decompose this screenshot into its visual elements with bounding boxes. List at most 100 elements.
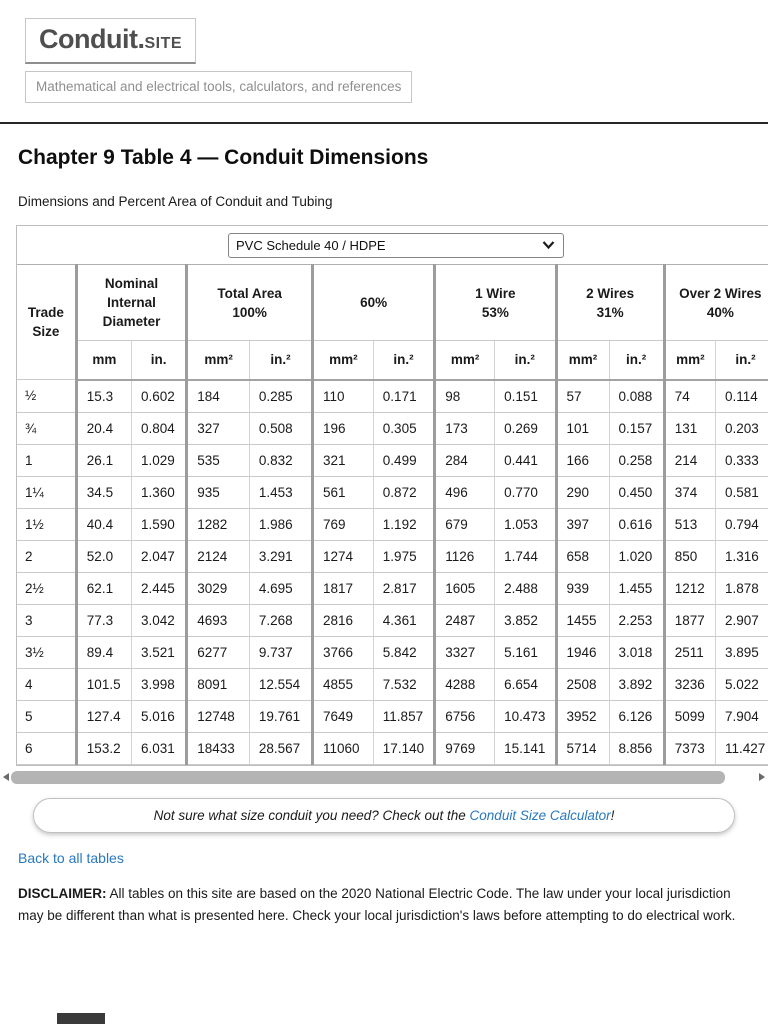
table-row: ¾ 20.4 0.804 327 0.508 196 0.305 173 0.269 101 0.1… bbox=[17, 412, 768, 445]
value-cell: 3766 bbox=[311, 636, 374, 669]
value-cell: 89.4 bbox=[74, 636, 132, 669]
value-cell: 679 bbox=[433, 508, 495, 541]
value-cell: 1.360 bbox=[131, 476, 187, 509]
conduit-size-calculator-link[interactable]: Conduit Size Calculator bbox=[469, 807, 611, 823]
col-unit-header: in.² bbox=[608, 340, 665, 381]
value-cell: 166 bbox=[554, 444, 609, 477]
trade-size-cell: ½ bbox=[17, 379, 77, 413]
site-logo[interactable]: Conduit.SITE bbox=[25, 18, 197, 64]
table-body: ½ 15.3 0.602 184 0.285 110 0.171 98 0.151 57 0.088… bbox=[17, 379, 768, 765]
value-cell: 1126 bbox=[433, 540, 495, 573]
horizontal-scrollbar[interactable] bbox=[0, 770, 768, 785]
value-cell: 10.473 bbox=[494, 700, 557, 733]
value-cell: 12.554 bbox=[248, 668, 313, 701]
col-unit-header: mm² bbox=[662, 340, 716, 381]
value-cell: 0.508 bbox=[248, 412, 313, 445]
value-cell: 0.581 bbox=[715, 476, 768, 509]
scroll-left-arrow-icon[interactable] bbox=[3, 772, 9, 781]
value-cell: 26.1 bbox=[74, 444, 132, 477]
trade-size-cell: 3½ bbox=[17, 636, 77, 669]
value-cell: 4.695 bbox=[248, 572, 313, 605]
value-cell: 6277 bbox=[185, 636, 250, 669]
trade-size-cell: 1¼ bbox=[17, 476, 77, 509]
table-row: 4 101.5 3.998 8091 12.554 4855 7.532 4288 6.654 2… bbox=[17, 668, 768, 701]
table-row: 5 127.4 5.016 12748 19.761 7649 11.857 6756 10.4… bbox=[17, 700, 768, 733]
value-cell: 7.904 bbox=[715, 700, 768, 733]
trade-size-cell: 2½ bbox=[17, 572, 77, 605]
value-cell: 1.975 bbox=[372, 540, 435, 573]
table-row: 1¼ 34.5 1.360 935 1.453 561 0.872 496 0.770 290 0.… bbox=[17, 476, 768, 509]
tagline-box: Mathematical and electrical tools, calcu… bbox=[25, 71, 413, 103]
value-cell: 1.986 bbox=[248, 508, 313, 541]
value-cell: 0.333 bbox=[715, 444, 768, 477]
value-cell: 3.018 bbox=[608, 636, 665, 669]
value-cell: 3.291 bbox=[248, 540, 313, 573]
col-unit-header: in.² bbox=[715, 340, 768, 381]
back-to-tables-link[interactable]: Back to all tables bbox=[18, 849, 124, 866]
value-cell: 127.4 bbox=[74, 700, 132, 733]
value-cell: 561 bbox=[311, 476, 374, 509]
value-cell: 18433 bbox=[185, 732, 250, 765]
value-cell: 77.3 bbox=[74, 604, 132, 637]
value-cell: 5714 bbox=[554, 732, 609, 765]
trade-size-cell: 2 bbox=[17, 540, 77, 573]
value-cell: 290 bbox=[554, 476, 609, 509]
callout-text-before: Not sure what size conduit you need? Che… bbox=[153, 807, 470, 823]
value-cell: 52.0 bbox=[74, 540, 132, 573]
value-cell: 1212 bbox=[662, 572, 716, 605]
value-cell: 2.488 bbox=[494, 572, 557, 605]
value-cell: 5.016 bbox=[131, 700, 187, 733]
value-cell: 1274 bbox=[311, 540, 374, 573]
value-cell: 3029 bbox=[185, 572, 250, 605]
trade-size-cell: ¾ bbox=[17, 412, 77, 445]
value-cell: 2.907 bbox=[715, 604, 768, 637]
value-cell: 3.521 bbox=[131, 636, 187, 669]
value-cell: 9769 bbox=[433, 732, 495, 765]
header-unit-row: mm in. mm² in.² mm² in.² mm² in.² mm² in.² mm² in.² bbox=[17, 340, 768, 381]
value-cell: 2.817 bbox=[372, 572, 435, 605]
col-unit-header: mm² bbox=[185, 340, 250, 381]
value-cell: 11.427 bbox=[715, 732, 768, 765]
table-row: 1½ 40.4 1.590 1282 1.986 769 1.192 679 1.053 397 0… bbox=[17, 508, 768, 541]
value-cell: 184 bbox=[185, 379, 250, 413]
value-cell: 0.794 bbox=[715, 508, 768, 541]
value-cell: 4.361 bbox=[372, 604, 435, 637]
value-cell: 98 bbox=[433, 379, 495, 413]
value-cell: 2.047 bbox=[131, 540, 187, 573]
col-group-header: Nominal Internal Diameter bbox=[74, 264, 187, 342]
value-cell: 935 bbox=[185, 476, 250, 509]
value-cell: 0.832 bbox=[248, 444, 313, 477]
col-unit-header: in.² bbox=[248, 340, 313, 381]
value-cell: 850 bbox=[662, 540, 716, 573]
value-cell: 6756 bbox=[433, 700, 495, 733]
value-cell: 5099 bbox=[662, 700, 716, 733]
table-row: 2½ 62.1 2.445 3029 4.695 1817 2.817 1605 2.488 93… bbox=[17, 572, 768, 605]
value-cell: 6.126 bbox=[608, 700, 665, 733]
col-group-header: 60% bbox=[311, 264, 435, 342]
col-header-trade-size: Trade Size bbox=[17, 264, 77, 381]
value-cell: 374 bbox=[662, 476, 716, 509]
disclaimer-label: DISCLAIMER: bbox=[18, 885, 107, 901]
col-unit-header: mm² bbox=[433, 340, 495, 381]
value-cell: 131 bbox=[662, 412, 716, 445]
value-cell: 535 bbox=[185, 444, 250, 477]
logo-text: Conduit. bbox=[39, 24, 145, 54]
value-cell: 6.031 bbox=[131, 732, 187, 765]
scroll-right-arrow-icon[interactable] bbox=[759, 772, 765, 781]
value-cell: 2.253 bbox=[608, 604, 665, 637]
value-cell: 0.872 bbox=[372, 476, 435, 509]
disclaimer-body: All tables on this site are based on the… bbox=[18, 885, 736, 924]
value-cell: 153.2 bbox=[74, 732, 132, 765]
value-cell: 214 bbox=[662, 444, 716, 477]
scrollbar-thumb[interactable] bbox=[11, 770, 725, 784]
value-cell: 3.895 bbox=[715, 636, 768, 669]
col-unit-header: mm² bbox=[554, 340, 609, 381]
material-select[interactable]: PVC Schedule 40 / HDPE bbox=[228, 233, 564, 258]
value-cell: 1.053 bbox=[494, 508, 557, 541]
table-row: 6 153.2 6.031 18433 28.567 11060 17.140 9769 15.… bbox=[17, 732, 768, 765]
value-cell: 0.285 bbox=[248, 379, 313, 413]
value-cell: 3.042 bbox=[131, 604, 187, 637]
value-cell: 15.141 bbox=[494, 732, 557, 765]
value-cell: 0.305 bbox=[372, 412, 435, 445]
value-cell: 6.654 bbox=[494, 668, 557, 701]
